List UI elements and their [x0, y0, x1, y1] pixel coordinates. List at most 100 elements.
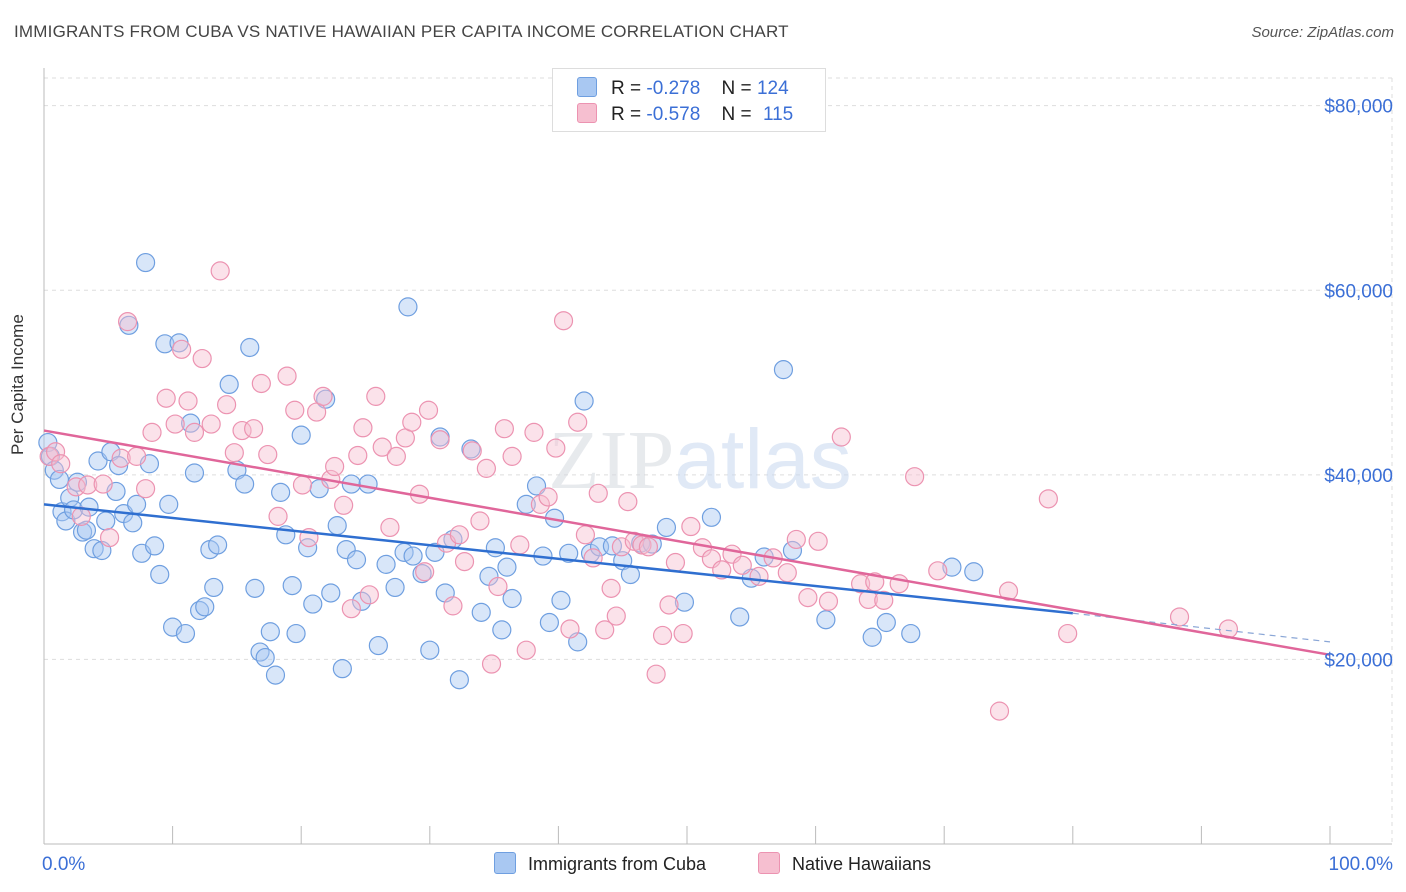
hawaiian-point [1169, 607, 1190, 627]
hawaiian-point [366, 386, 386, 406]
hawaiian-point [93, 474, 113, 494]
cuba-point [123, 513, 143, 533]
legend-n-label: N = [721, 78, 752, 99]
hawaiian-point [217, 395, 237, 415]
bottom-legend-cuba: Immigrants from Cuba [494, 852, 706, 875]
cuba-point [235, 474, 255, 494]
legend-swatch-cuba [577, 77, 597, 97]
hawaiian-point [989, 701, 1010, 721]
cuba-point [471, 602, 491, 622]
hawaiian-point [786, 529, 806, 550]
hawaiian-point [117, 312, 138, 332]
cuba-point [250, 642, 270, 662]
hawaiian-point [681, 516, 701, 537]
cuba-point [265, 665, 286, 685]
cuba-point [190, 600, 210, 621]
hawaiian-point [244, 419, 264, 439]
x-tick-label: 100.0% [1329, 854, 1394, 875]
hawaiian-point [905, 467, 925, 487]
bottom-legend-label-cuba: Immigrants from Cuba [528, 854, 707, 874]
hawaiian-point [359, 585, 379, 605]
hawaiian-point [99, 527, 120, 548]
cuba-point [84, 539, 104, 559]
hawaiian-point [292, 475, 313, 495]
hawaiian-point [502, 446, 522, 466]
hawaiian-point [606, 606, 626, 626]
cuba-point [260, 622, 280, 642]
hawaiian-trend-line [43, 429, 1331, 657]
cuba-trend-line [43, 503, 1073, 615]
hawaiian-point [78, 475, 98, 495]
cuba-point [964, 562, 984, 582]
hawaiian-point [1038, 489, 1058, 509]
y-tick-label: $80,000 [1324, 97, 1393, 118]
hawaiian-point [488, 576, 508, 597]
hawaiian-point [560, 619, 580, 639]
hawaiian-point [430, 430, 450, 450]
hawaiian-point [142, 422, 162, 442]
hawaiian-point [530, 494, 550, 514]
cuba-point [327, 516, 347, 536]
cuba-point [526, 476, 547, 496]
hawaiian-point [595, 620, 615, 640]
cuba-point [56, 511, 76, 531]
bottom-legend-hawaiian: Native Hawaiians [758, 852, 931, 875]
cuba-point [175, 623, 196, 644]
cuba-point [159, 494, 179, 514]
cuba-point [336, 539, 356, 560]
hawaiian-point [418, 400, 439, 420]
hawaiian-point [386, 446, 406, 466]
cuba-point [773, 360, 794, 380]
hawaiian-point [673, 623, 693, 644]
cuba-point [559, 543, 579, 563]
hawaiian-point [258, 444, 278, 465]
cuba-point [150, 564, 170, 585]
cuba-point [282, 575, 302, 596]
cuba-point [398, 297, 418, 317]
cuba-point [816, 610, 836, 630]
hawaiian-point [341, 599, 361, 619]
hawaiian-point [516, 640, 536, 660]
ticks-layer: $20,000 $40,000 $60,000 $80,000 0.0% 100.0% [42, 97, 1393, 875]
hawaiian-point [462, 441, 482, 461]
hawaiian-point [372, 437, 392, 457]
trend-layer [43, 429, 1331, 657]
cuba-point [782, 540, 803, 561]
hawaiian-point [415, 562, 435, 582]
cuba-point [219, 374, 239, 394]
cuba-point [901, 623, 921, 644]
cuba-point [701, 507, 722, 527]
hawaiian-point [51, 454, 71, 474]
cuba-point [181, 413, 201, 433]
cuba-point [368, 635, 388, 656]
hawaiian-point [334, 495, 354, 515]
correlation-legend: R = -0.278 N = 124 R = -0.578 N = 115 [552, 68, 826, 132]
hawaiian-point [476, 458, 496, 478]
cuba-point [942, 557, 962, 577]
y-tick-label: $20,000 [1324, 650, 1393, 671]
hawaiian-point [325, 456, 345, 477]
hawaiian-point [851, 574, 871, 594]
x-tick-label: 0.0% [42, 854, 85, 875]
hawaiian-point [126, 446, 147, 466]
hawaiian-point [652, 625, 673, 646]
cuba-point [286, 623, 306, 644]
cuba-point [730, 607, 750, 627]
cuba-point [352, 591, 372, 611]
hawaiian-point [481, 654, 502, 674]
hawaiian-point [638, 537, 659, 557]
hawaiian-point [601, 578, 621, 598]
cuba-point [108, 456, 129, 476]
cuba-point [376, 554, 396, 574]
bottom-legend-swatch-cuba [494, 852, 516, 874]
hawaiian-point [646, 664, 666, 684]
hawaiian-point [165, 414, 185, 434]
hawaiian-point [538, 487, 558, 507]
hawaiian-point [928, 561, 948, 581]
cuba-point [539, 612, 559, 633]
hawaiian-point [111, 448, 131, 468]
bottom-legend-swatch-hawaiian [758, 852, 780, 874]
legend-row-hawaiian: R = -0.578 N = 115 [577, 103, 793, 125]
cuba-point [204, 577, 224, 598]
